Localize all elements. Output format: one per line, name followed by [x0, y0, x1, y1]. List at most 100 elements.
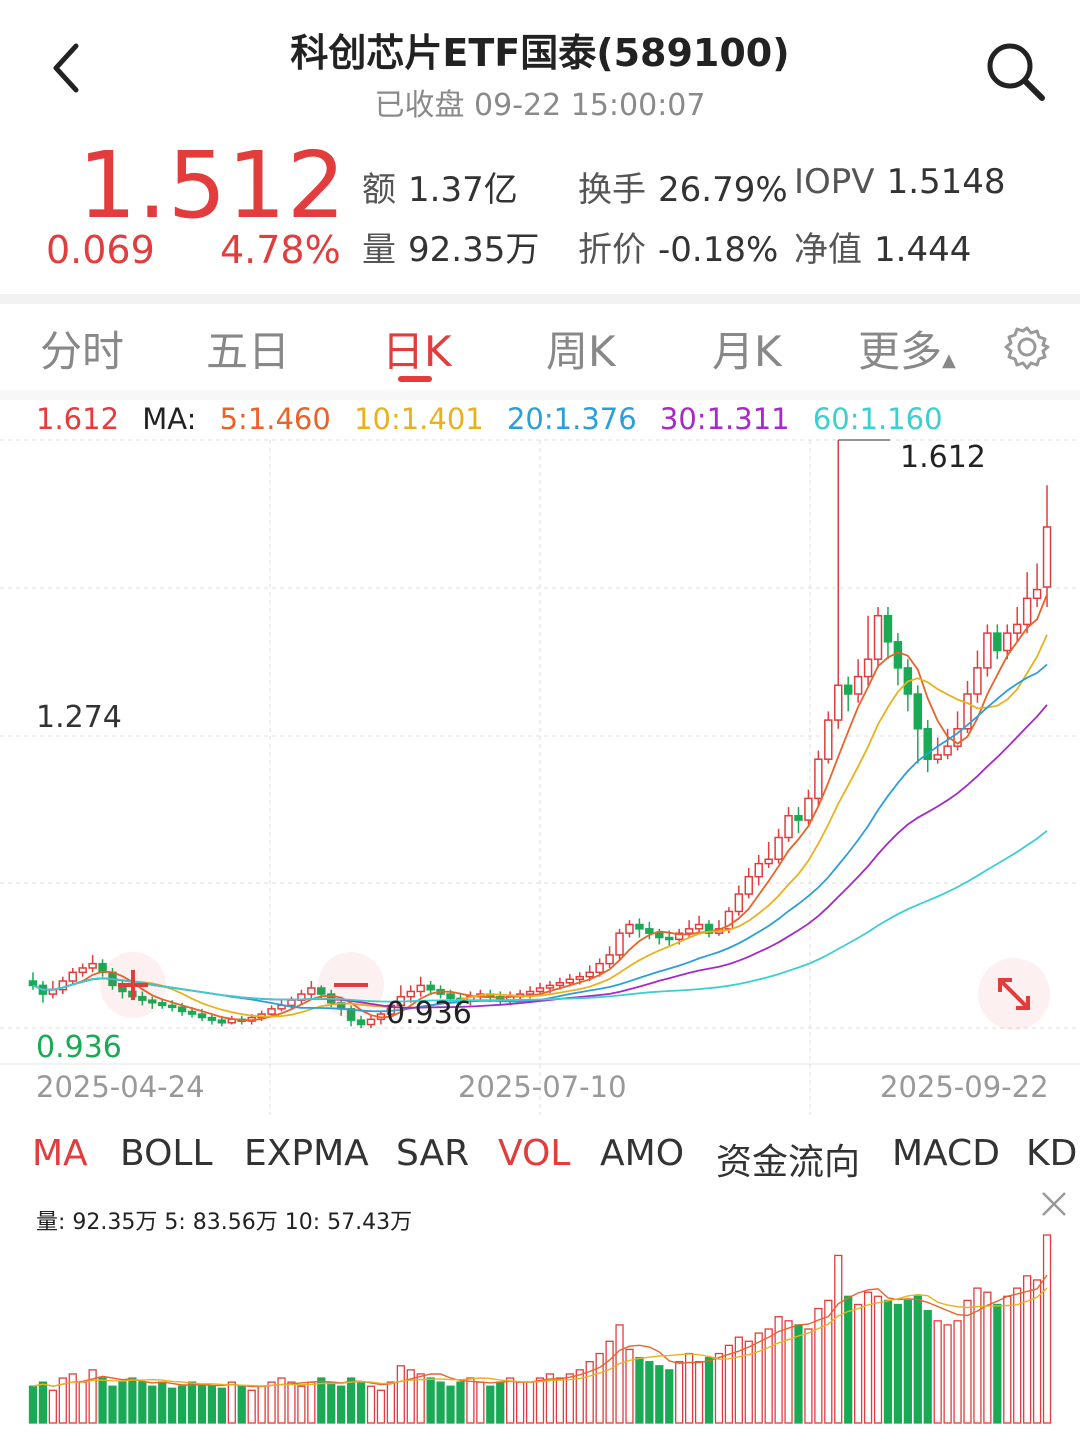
volume-bar — [287, 1381, 296, 1424]
ma-legend: 1.612 MA: 5:1.460 10:1.401 20:1.376 30:1… — [36, 402, 957, 436]
ma5-line — [32, 594, 1048, 1022]
candle-body — [625, 923, 634, 934]
volume-bar — [625, 1348, 634, 1424]
indicator-tab-fund-flow[interactable]: 资金流向 — [716, 1142, 861, 1183]
volume-bar — [675, 1361, 684, 1424]
candlestick-chart[interactable] — [0, 400, 1080, 1120]
candle-body — [983, 632, 992, 669]
candle-body — [197, 1013, 207, 1019]
market-status: 已收盘 09-22 15:00:07 — [374, 88, 706, 123]
last-price: 1.512 — [78, 132, 347, 239]
volume-bar — [108, 1385, 117, 1424]
tab-weekly-k[interactable]: 周K — [546, 327, 616, 376]
volume-ma5-line — [32, 1274, 1048, 1388]
indicator-tab-macd[interactable]: MACD — [892, 1133, 1000, 1174]
volume-bar — [456, 1381, 465, 1424]
expand-icon[interactable] — [978, 958, 1050, 1030]
volume-bar — [277, 1377, 286, 1424]
volume-bar — [1032, 1279, 1042, 1424]
tab-daily-k[interactable]: 日K — [382, 327, 452, 376]
chevron-left-icon[interactable] — [40, 38, 100, 98]
volume-bar — [714, 1352, 724, 1424]
volume-bar — [754, 1332, 763, 1424]
volume-bar — [128, 1377, 137, 1424]
candle-body — [555, 982, 565, 987]
minus-icon[interactable] — [318, 952, 384, 1018]
volume-bar — [187, 1381, 197, 1424]
volume-bar — [177, 1385, 187, 1424]
candle-body — [565, 978, 575, 984]
indicator-tab-ma[interactable]: MA — [32, 1133, 88, 1174]
volume-bar — [416, 1373, 425, 1424]
close-icon[interactable] — [1040, 1190, 1068, 1218]
volume-bar — [963, 1299, 972, 1424]
candle-body — [68, 971, 77, 982]
candle-body — [933, 754, 942, 760]
candle-body — [834, 684, 843, 721]
candle-body — [416, 984, 425, 993]
volume-bar — [535, 1377, 545, 1424]
indicator-tab-expma[interactable]: EXPMA — [244, 1133, 369, 1174]
volume-bar — [257, 1385, 266, 1424]
indicator-tab-vol[interactable]: VOL — [498, 1133, 571, 1174]
volume-bar — [466, 1377, 475, 1424]
ma30-value: 30:1.311 — [659, 402, 790, 436]
volume-bar — [893, 1303, 903, 1424]
indicator-tab-sar[interactable]: SAR — [396, 1133, 470, 1174]
gear-icon[interactable] — [1004, 324, 1050, 370]
candle-body — [535, 987, 545, 993]
indicator-tab-boll[interactable]: BOLL — [120, 1133, 213, 1174]
candle-body — [525, 990, 535, 995]
volume-bar — [207, 1385, 217, 1424]
volume-legend: 量: 92.35万 5: 83.56万 10: 57.43万 — [36, 1210, 413, 1235]
tab-intraday[interactable]: 分时 — [40, 327, 125, 376]
candle-body — [426, 984, 435, 991]
candle-body — [704, 923, 714, 934]
volume-bar — [575, 1369, 584, 1424]
volume-bar — [476, 1381, 485, 1424]
volume-bar — [78, 1381, 87, 1424]
tab-five-day[interactable]: 五日 — [206, 327, 291, 376]
indicator-tab-amo[interactable]: AMO — [600, 1133, 685, 1174]
volume-bar — [734, 1336, 743, 1424]
candle-body — [287, 999, 296, 1007]
candle-body — [973, 667, 982, 695]
candle-body — [893, 641, 903, 669]
candle-body — [764, 858, 773, 865]
volume-bar — [217, 1387, 226, 1424]
candle-body — [1012, 623, 1022, 634]
candle-body — [744, 875, 754, 895]
candle-body — [187, 1010, 197, 1015]
volume-bar — [1042, 1234, 1052, 1424]
top-bar: 科创芯片ETF国泰(589100) 已收盘 09-22 15:00:07 — [0, 0, 1080, 130]
candle-body — [665, 936, 674, 941]
volume-bar — [903, 1299, 912, 1424]
volume-bar — [724, 1344, 734, 1424]
volume-bar — [854, 1303, 863, 1424]
candle-body — [148, 999, 157, 1004]
candle-body — [873, 614, 883, 660]
volume-bar — [227, 1381, 236, 1424]
candle-body — [655, 932, 664, 939]
volume-bar — [645, 1361, 654, 1424]
volume-bar — [307, 1381, 316, 1424]
volume-ma10-line — [32, 1287, 1048, 1387]
search-icon[interactable] — [980, 36, 1050, 106]
candle-body — [406, 990, 415, 998]
candle-body — [635, 923, 644, 930]
tab-monthly-k[interactable]: 月K — [712, 327, 782, 376]
candle-body — [784, 815, 793, 839]
volume-bar — [605, 1340, 614, 1424]
candle-body — [953, 728, 962, 747]
volume-bar — [486, 1385, 495, 1424]
volume-bar — [525, 1381, 535, 1424]
tab-more[interactable]: 更多▲ — [858, 327, 956, 376]
candle-body — [943, 745, 952, 756]
plus-icon[interactable] — [100, 952, 166, 1018]
indicator-tab-kd[interactable]: KD — [1026, 1133, 1078, 1174]
stat-nav: 净值 1.444 — [794, 230, 972, 270]
candle-body — [794, 815, 803, 821]
ma-current: 1.612 — [36, 402, 120, 436]
volume-bar — [426, 1377, 435, 1424]
candle-body — [138, 995, 147, 1001]
